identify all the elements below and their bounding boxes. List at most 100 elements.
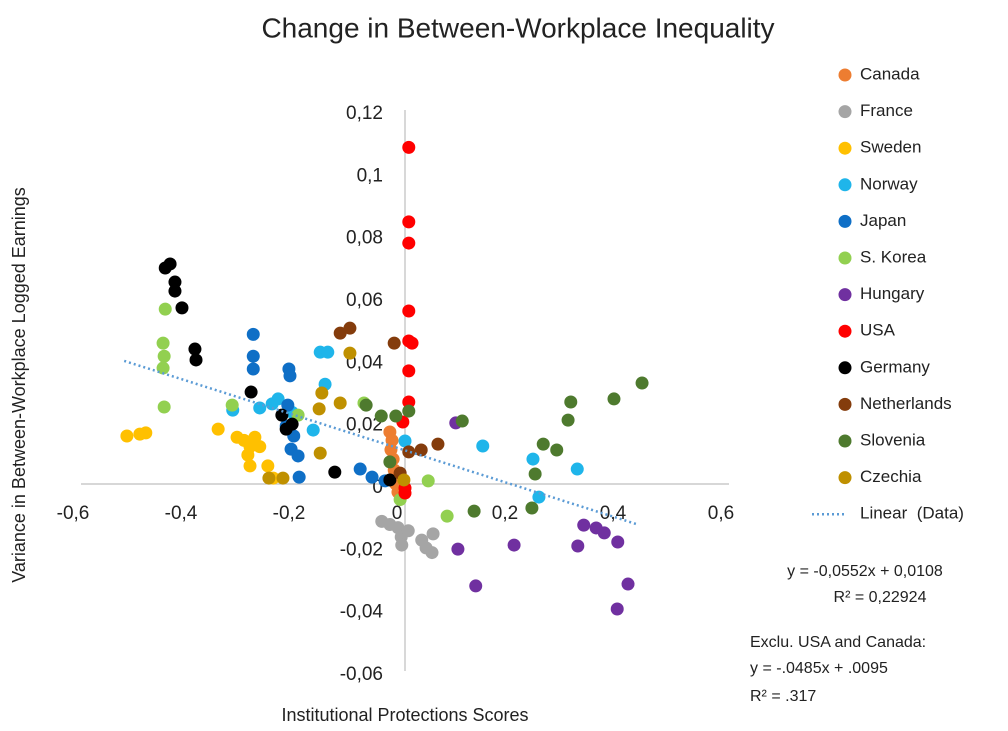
legend-marker <box>838 214 852 228</box>
legend-label: Sweden <box>860 138 921 157</box>
point <box>402 445 416 459</box>
point <box>440 509 454 523</box>
legend-marker <box>838 288 852 302</box>
point <box>536 437 550 451</box>
legend-marker <box>838 68 852 82</box>
point <box>550 443 564 457</box>
point <box>507 538 521 552</box>
point <box>597 526 611 540</box>
y-tick-label: -0,06 <box>340 664 383 685</box>
x-tick-label: 0,4 <box>600 503 627 524</box>
point <box>139 426 153 440</box>
point <box>561 413 575 427</box>
legend-marker <box>838 105 852 119</box>
point <box>321 345 335 359</box>
point <box>328 465 342 479</box>
point <box>611 535 625 549</box>
point <box>157 400 171 414</box>
point <box>189 353 203 367</box>
point <box>271 392 285 406</box>
point <box>333 396 347 410</box>
legend-label: Slovenia <box>860 430 926 449</box>
point <box>421 474 435 488</box>
point <box>610 602 624 616</box>
point <box>315 386 329 400</box>
y-tick-label: 0,08 <box>346 228 383 249</box>
point <box>571 539 585 553</box>
point <box>414 443 428 457</box>
point <box>241 448 255 462</box>
point <box>313 446 327 460</box>
point <box>120 429 134 443</box>
point <box>564 395 578 409</box>
point <box>343 346 357 360</box>
point <box>469 579 483 593</box>
point <box>261 459 275 473</box>
x-tick-label: -0,4 <box>165 503 198 524</box>
point <box>359 398 373 412</box>
annotation: y = -0,0552x + 0,0108 <box>787 563 943 580</box>
point <box>253 440 267 454</box>
point <box>285 417 299 431</box>
point <box>306 423 320 437</box>
point <box>156 361 170 375</box>
point <box>526 452 540 466</box>
point <box>402 364 416 378</box>
point <box>243 459 257 473</box>
point <box>312 402 326 416</box>
point <box>451 542 465 556</box>
point <box>402 304 416 318</box>
trendline <box>123 359 638 526</box>
point <box>426 527 440 541</box>
legend-label: Norway <box>860 174 918 193</box>
point <box>383 455 397 469</box>
legend-label: Japan <box>860 211 906 230</box>
y-tick-label: 0,12 <box>346 103 383 124</box>
point <box>607 392 621 406</box>
point <box>476 439 490 453</box>
point <box>353 462 367 476</box>
y-axis-title: Variance in Between-Workplace Logged Ear… <box>9 187 29 583</box>
y-tick-label: -0,04 <box>340 602 384 623</box>
y-tick-label: -0,02 <box>340 539 383 560</box>
legend-marker <box>838 141 852 155</box>
point <box>291 449 305 463</box>
point <box>397 473 411 487</box>
x-tick-label: 0 <box>392 503 403 524</box>
point <box>275 408 289 422</box>
x-axis-title: Institutional Protections Scores <box>281 705 528 725</box>
point <box>455 414 469 428</box>
point <box>621 577 635 591</box>
legend-label: Czechia <box>860 467 922 486</box>
point <box>525 501 539 515</box>
x-tick-label: -0,2 <box>273 503 306 524</box>
x-tick-label: 0,6 <box>708 503 734 524</box>
legend-marker <box>838 251 852 265</box>
point <box>402 215 416 229</box>
point <box>157 349 171 363</box>
legend-label: S. Korea <box>860 247 927 266</box>
legend-marker <box>838 471 852 485</box>
point <box>283 369 297 383</box>
annotation: y = -.0485x + .0095 <box>750 660 888 677</box>
point <box>402 236 416 250</box>
legend-marker <box>838 397 852 411</box>
point <box>156 336 170 350</box>
point <box>333 326 347 340</box>
point <box>246 327 260 341</box>
point <box>188 342 202 356</box>
point <box>532 490 546 504</box>
point <box>175 301 189 315</box>
point <box>374 409 388 423</box>
point <box>528 467 542 481</box>
point <box>253 401 267 415</box>
chart-title: Change in Between-Workplace Inequality <box>261 12 774 43</box>
legend-label: Netherlands <box>860 394 952 413</box>
point <box>292 470 306 484</box>
point <box>398 434 412 448</box>
x-tick-label: -0,6 <box>57 503 90 524</box>
legend-marker <box>838 324 852 338</box>
point <box>402 404 416 418</box>
